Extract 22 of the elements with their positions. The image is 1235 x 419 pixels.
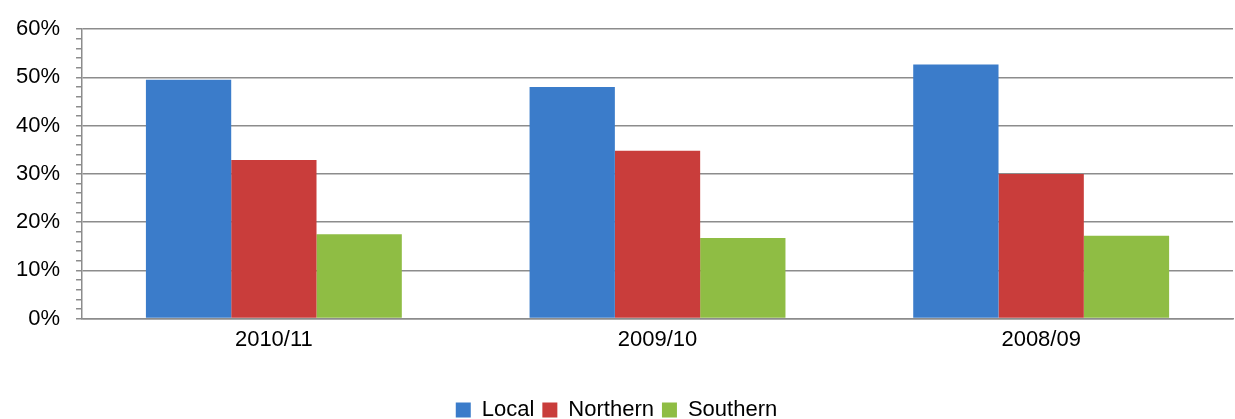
bar xyxy=(1083,235,1170,318)
bar xyxy=(614,150,701,318)
bar xyxy=(316,234,402,318)
y-tick-label: 10% xyxy=(15,256,61,282)
y-tick-label: 0% xyxy=(28,304,61,330)
y-tick-label: 30% xyxy=(15,159,61,185)
bar xyxy=(998,173,1084,318)
bar xyxy=(231,159,317,318)
x-tick-label: 2008/09 xyxy=(1001,325,1081,351)
y-tick-label: 40% xyxy=(15,111,61,137)
legend-label: Southern xyxy=(687,396,778,419)
bar xyxy=(145,79,232,318)
legend-label: Local xyxy=(481,396,535,419)
legend-label: Northern xyxy=(568,396,654,419)
bar xyxy=(529,87,615,318)
y-tick-label: 60% xyxy=(15,15,61,41)
bar xyxy=(700,238,786,318)
y-tick-label: 50% xyxy=(15,63,61,89)
y-tick-label: 20% xyxy=(15,208,61,234)
bar xyxy=(913,64,999,318)
x-tick-label: 2009/10 xyxy=(617,325,698,351)
x-tick-label: 2010/11 xyxy=(234,325,313,351)
